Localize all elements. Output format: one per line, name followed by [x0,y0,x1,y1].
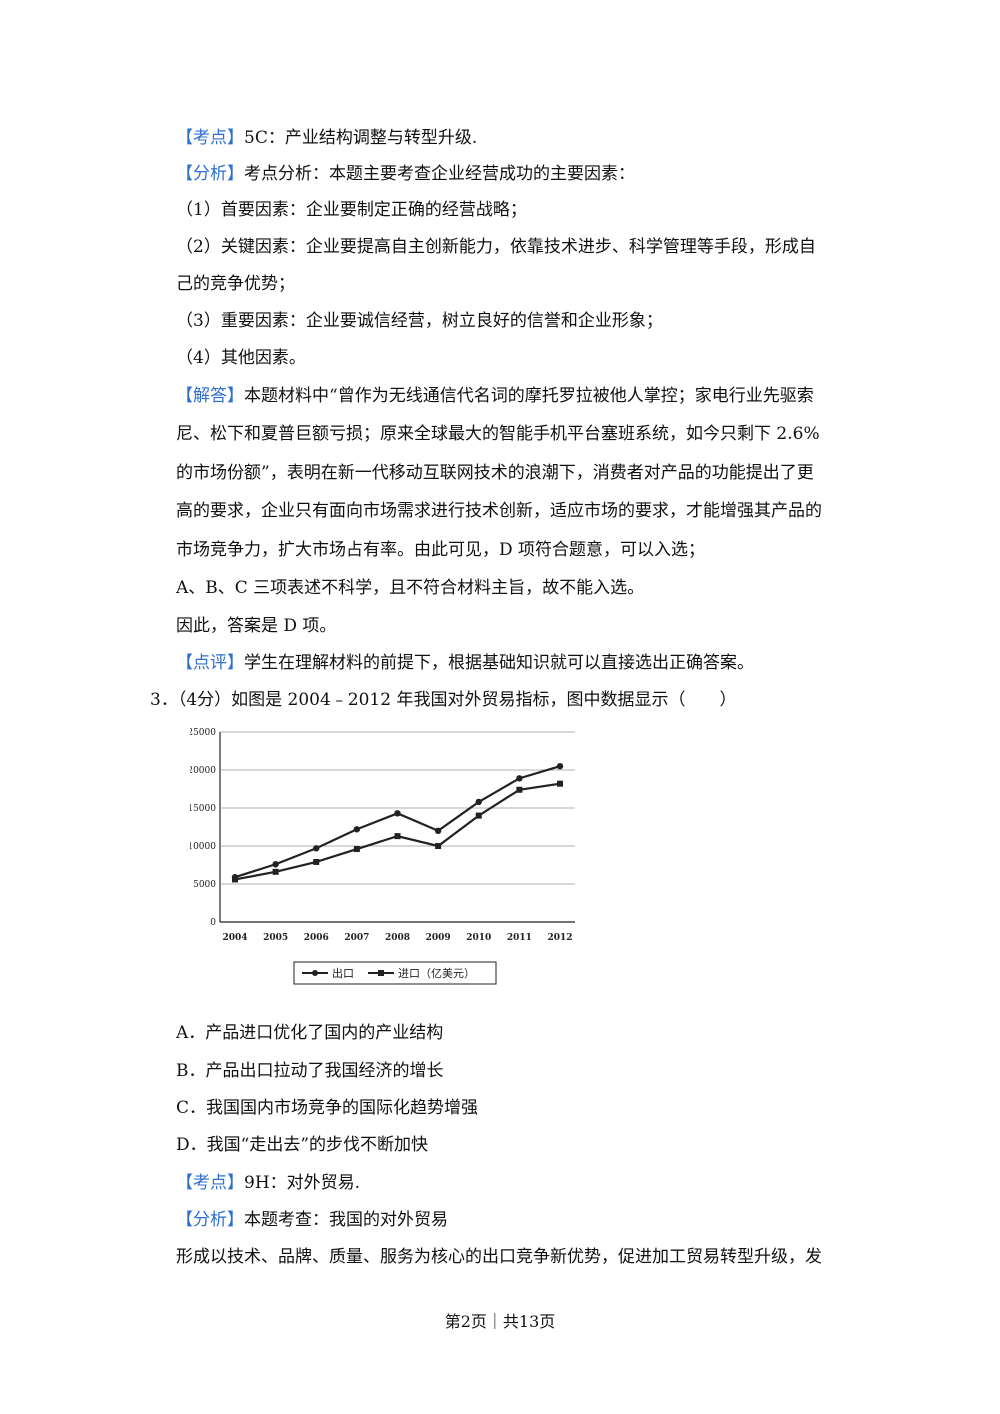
kaodian-2: 【考点】9H：对外贸易. [176,1172,360,1194]
x-tick-label: 2009 [426,933,451,943]
y-tick-label: 10000 [190,842,216,852]
dianping-tag: 【点评】 [176,653,244,673]
trade-chart-svg: 0 5000 10000 15000 20000 25000 2004 2005 2006 200… [190,728,575,985]
jieda-line: 因此，答案是 D 项。 [176,616,337,636]
data-point [516,786,523,793]
kaodian-text: 5C：产业结构调整与转型升级. [244,128,478,148]
jieda-line: A、B、C 三项表述不科学，且不符合材料主旨，故不能入选。 [176,578,645,598]
x-tick-label: 2008 [385,933,410,943]
factor-3: （3）重要因素：企业要诚信经营，树立良好的信誉和企业形象； [176,311,663,331]
series-line-import [234,782,561,881]
data-point [394,833,401,840]
data-point [557,780,563,787]
data-point [272,861,279,868]
x-tick-label: 2006 [304,933,329,943]
data-point [556,763,564,770]
x-tick-label: 2005 [263,933,288,943]
data-point [475,812,482,819]
kaodian-tag: 【考点】 [176,128,244,148]
factor-1: （1）首要因素：企业要制定正确的经营战略； [176,200,527,220]
legend-label-export: 出口 [332,966,354,980]
x-tick-label: 2010 [466,933,491,943]
option-b: B．产品出口拉动了我国经济的增长 [176,1061,444,1081]
data-point [475,798,482,806]
data-point [353,846,360,853]
fenxi-2: 【分析】本题考查：我国的对外贸易 [176,1209,448,1231]
jieda-first: 【解答】本题材料中“曾作为无线通信代名词的摩托罗拉被他人掌控；家电行业先驱索 [176,385,814,407]
legend-marker-import [378,970,384,976]
y-tick-label: 0 [210,918,216,928]
jieda-line: 的市场份额”，表明在新一代移动互联网技术的浪潮下，消费者对产品的功能提出了更 [176,463,814,483]
option-a: A．产品进口优化了国内的产业结构 [176,1023,444,1043]
data-point [516,775,523,782]
y-tick-label: 25000 [190,728,216,738]
data-point [313,858,320,865]
data-point [435,843,442,849]
y-tick-label: 20000 [190,766,216,776]
kaodian-text: 9H：对外贸易. [244,1173,361,1193]
data-point [313,845,320,852]
x-tick-label: 2004 [222,933,247,943]
jieda-line: 高的要求，企业只有面向市场需求进行技术创新，适应市场的要求，才能增强其产品的 [176,501,822,521]
data-point [272,868,279,875]
page-footer: 第2页｜共13页 [444,1312,556,1331]
y-tick-label: 5000 [193,880,216,890]
jieda-text: 本题材料中“曾作为无线通信代名词的摩托罗拉被他人掌控；家电行业先驱索 [244,386,814,406]
jieda-tag: 【解答】 [176,386,244,406]
x-tick-label: 2011 [507,933,532,943]
data-point [394,810,401,817]
dianping: 【点评】学生在理解材料的前提下，根据基础知识就可以直接选出正确答案。 [176,652,754,674]
kaodian-1: 【考点】5C：产业结构调整与转型升级. [176,127,477,149]
fenxi-tag: 【分析】 [176,164,244,184]
y-tick-label: 15000 [190,804,216,814]
data-point [353,826,361,833]
factor-2-cont: 己的竞争优势； [176,274,295,294]
series-line-export [234,765,561,879]
x-tick-label: 2007 [344,933,369,943]
legend-label-import: 进口（亿美元） [398,967,475,980]
factor-2: （2）关键因素：企业要提高自主创新能力，依靠技术进步、科学管理等手段，形成自 [176,237,816,257]
option-d: D．我国“走出去”的步伐不断加快 [176,1135,429,1155]
fenxi-tag: 【分析】 [176,1210,244,1230]
trade-chart: 0 5000 10000 15000 20000 25000 2004 2005 2006 200… [190,722,590,990]
fenxi-text: 本题考查：我国的对外贸易 [244,1210,448,1230]
legend-marker-export [312,970,318,976]
data-point [232,876,238,883]
question-3: 3．（4分）如图是 2004﹣2012 年我国对外贸易指标，图中数据显示（ ） [150,690,737,710]
kaodian-tag: 【考点】 [176,1173,244,1193]
x-tick-label: 2012 [547,933,572,943]
data-point [434,827,442,834]
dianping-text: 学生在理解材料的前提下，根据基础知识就可以直接选出正确答案。 [244,653,754,673]
factor-4: （4）其他因素。 [176,348,306,368]
fenxi-text: 考点分析：本题主要考查企业经营成功的主要因素： [244,164,635,184]
jieda-line: 尼、松下和夏普巨额亏损；原来全球最大的智能手机平台塞班系统，如今只剩下 2.6% [176,424,820,444]
fenxi-1: 【分析】考点分析：本题主要考查企业经营成功的主要因素： [176,163,635,185]
option-c: C．我国国内市场竞争的国际化趋势增强 [176,1098,479,1118]
jieda-line: 市场竞争力，扩大市场占有率。由此可见，D 项符合题意，可以入选； [176,540,706,560]
analysis-line: 形成以技术、品牌、质量、服务为核心的出口竞争新优势，促进加工贸易转型升级，发 [176,1247,822,1267]
legend-box [293,961,497,985]
